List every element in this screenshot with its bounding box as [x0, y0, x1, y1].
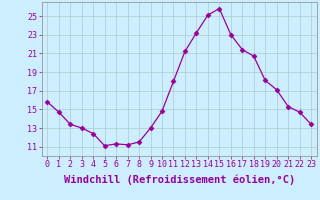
X-axis label: Windchill (Refroidissement éolien,°C): Windchill (Refroidissement éolien,°C): [64, 175, 295, 185]
